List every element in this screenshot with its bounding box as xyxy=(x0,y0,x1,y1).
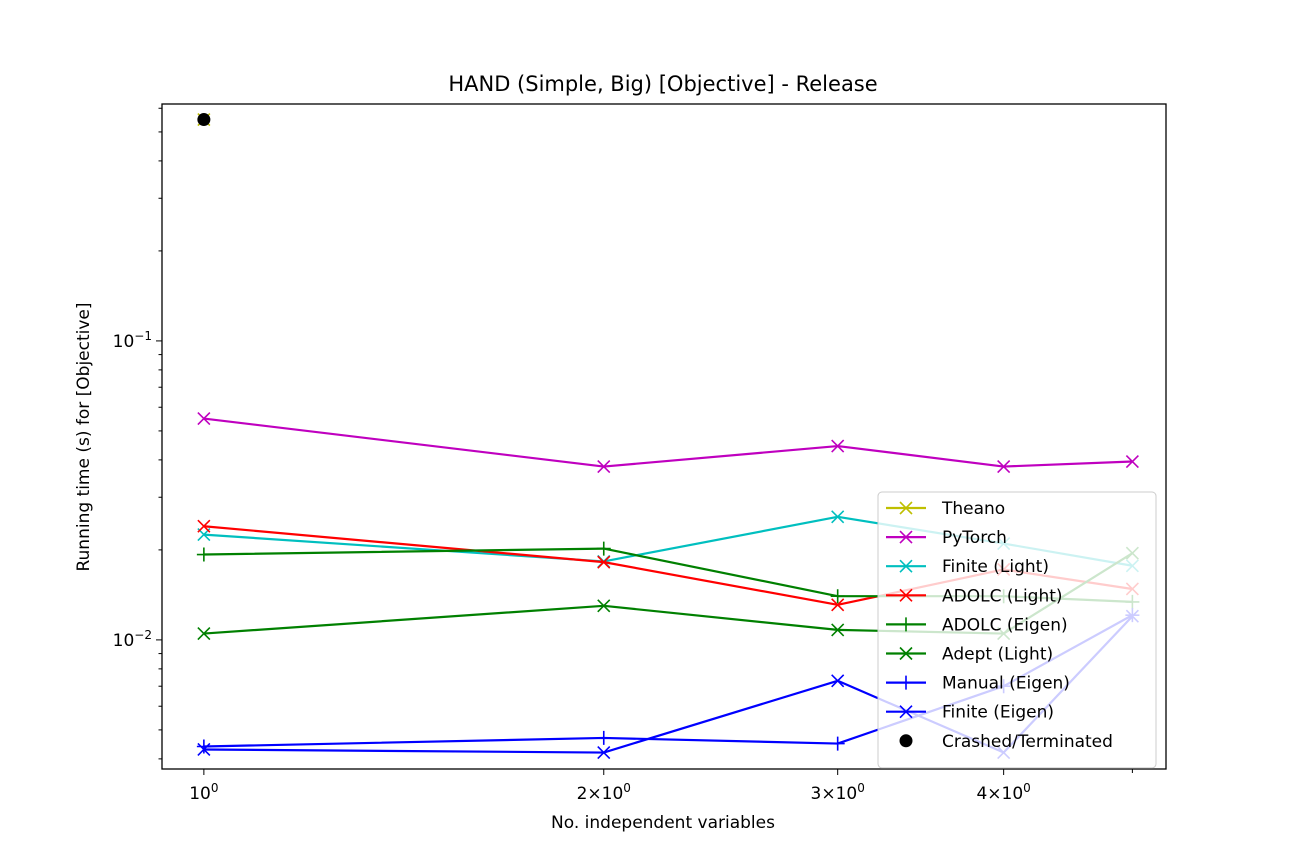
x-tick-label: 2×100 xyxy=(577,781,631,804)
legend-box xyxy=(877,491,1157,769)
legend-marker xyxy=(899,617,913,632)
x-tick-label: 100 xyxy=(189,781,218,804)
data-point-pytorch-5 xyxy=(1125,454,1139,469)
y-tick-label: 10−2 xyxy=(113,628,152,651)
legend-marker xyxy=(899,530,913,544)
data-point-adept-light-3 xyxy=(831,623,845,637)
data-point-manual-eigen-2 xyxy=(596,730,611,745)
legend-entry-crashed-terminated: Crashed/Terminated xyxy=(899,732,1113,752)
legend: Theano PyTorch Finite (Light) ADOLC (Light)… xyxy=(877,491,1157,769)
legend-label: Finite (Light) xyxy=(942,557,1049,577)
x-axis-label: No. independent variables xyxy=(551,813,775,833)
y-tick-label: 10−1 xyxy=(113,329,152,352)
legend-entry-manual-eigen: Manual (Eigen) xyxy=(886,674,1070,694)
x-tick-label: 4×100 xyxy=(976,781,1030,804)
data-point-adolc-light-2 xyxy=(597,555,611,569)
legend-marker xyxy=(899,734,913,748)
series-pytorch xyxy=(197,411,1139,474)
data-point-adept-light-1 xyxy=(197,626,211,641)
axis-ticks: 100 2×100 3×100 4×100 10−2 10−1 xyxy=(113,107,1133,804)
legend-entry-finite-eigen: Finite (Eigen) xyxy=(886,703,1054,723)
data-point-finite-light-3 xyxy=(831,510,845,524)
legend-label: Manual (Eigen) xyxy=(942,674,1070,694)
legend-marker xyxy=(899,675,913,690)
data-point-finite-eigen-1 xyxy=(197,742,211,757)
data-point-pytorch-2 xyxy=(597,459,611,474)
legend-label: PyTorch xyxy=(942,528,1007,548)
legend-entry-finite-light: Finite (Light) xyxy=(886,557,1049,577)
legend-marker xyxy=(899,588,913,602)
data-point-finite-eigen-3 xyxy=(831,674,845,688)
data-point-adolc-light-1 xyxy=(197,519,211,533)
legend-entry-pytorch: PyTorch xyxy=(886,528,1007,548)
data-point-manual-eigen-1 xyxy=(196,739,211,754)
data-point-manual-eigen-3 xyxy=(830,736,845,751)
data-point-pytorch-4 xyxy=(997,459,1011,474)
y-axis-label: Running time (s) for [Objective] xyxy=(74,302,94,571)
legend-marker xyxy=(899,646,913,661)
data-point-adept-light-2 xyxy=(597,599,611,613)
plot-frame xyxy=(161,103,1167,770)
legend-label: ADOLC (Eigen) xyxy=(942,615,1068,635)
legend-label: Crashed/Terminated xyxy=(942,732,1113,752)
legend-label: ADOLC (Light) xyxy=(942,586,1063,606)
data-point-adolc-eigen-2 xyxy=(596,541,611,556)
x-tick-label: 3×100 xyxy=(811,781,865,804)
legend-entry-adept-light: Adept (Light) xyxy=(886,645,1053,665)
data-point-pytorch-3 xyxy=(831,439,845,453)
legend-entry-adolc-eigen: ADOLC (Eigen) xyxy=(886,615,1068,635)
data-point-adolc-light-3 xyxy=(831,598,845,612)
data-point-adolc-eigen-3 xyxy=(830,589,845,604)
legend-marker xyxy=(899,501,913,515)
data-point-finite-eigen-2 xyxy=(597,745,611,760)
legend-label: Theano xyxy=(941,499,1005,519)
legend-label: Adept (Light) xyxy=(942,645,1053,665)
data-point-adolc-eigen-1 xyxy=(196,547,211,562)
legend-entry-adolc-light: ADOLC (Light) xyxy=(886,586,1063,606)
crashed-point-1 xyxy=(197,113,211,127)
legend-marker xyxy=(899,559,913,573)
legend-label: Finite (Eigen) xyxy=(942,703,1054,723)
data-point-pytorch-1 xyxy=(197,411,211,426)
legend-marker xyxy=(899,705,913,719)
chart-title: HAND (Simple, Big) [Objective] - Release xyxy=(448,72,877,96)
legend-entry-theano: Theano xyxy=(886,499,1005,519)
